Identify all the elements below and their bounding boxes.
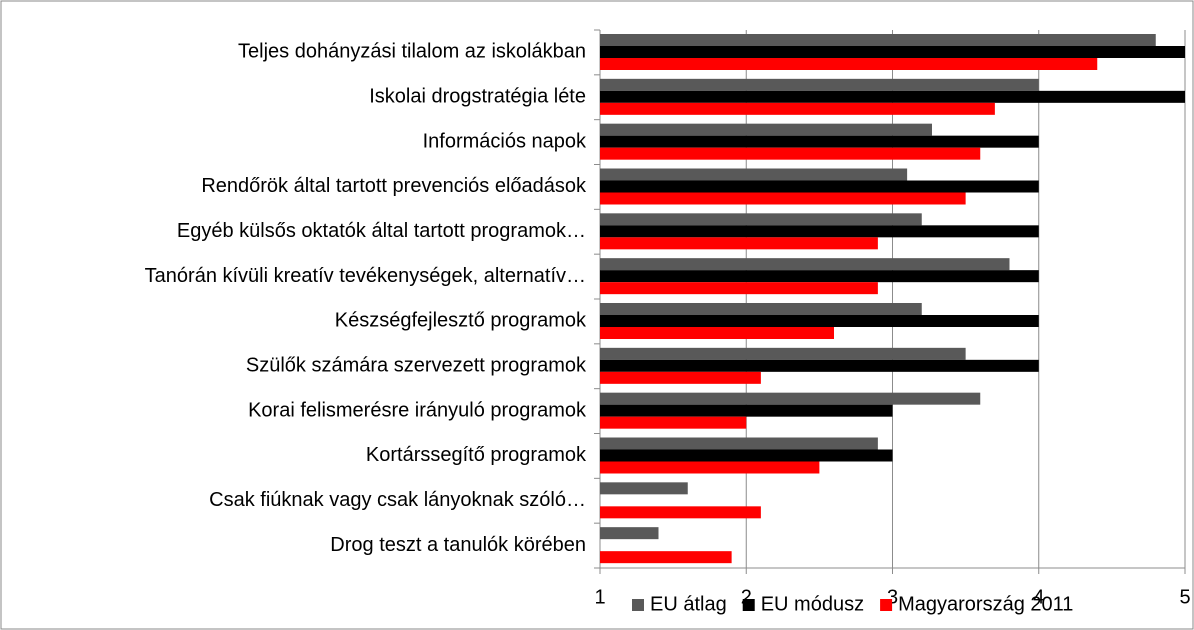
bar (600, 551, 732, 564)
y-tick-label: Korai felismerésre irányuló programok (248, 399, 587, 421)
legend-swatch (880, 599, 893, 611)
bar (600, 327, 834, 339)
bar (600, 180, 1039, 193)
bar (600, 506, 761, 519)
bar (600, 437, 878, 450)
bar (600, 34, 1156, 46)
legend-swatch (632, 599, 644, 611)
bar (600, 315, 1039, 327)
bar (600, 78, 1039, 91)
y-tick-label: Információs napok (423, 130, 587, 152)
y-tick-label: Rendőrök által tartott prevenciós előadá… (201, 175, 587, 197)
bar (600, 237, 878, 250)
y-tick-label: Készségfejlesztő programok (335, 310, 587, 332)
y-tick-label: Csak fiúknak vagy csak lányoknak szóló… (209, 489, 586, 511)
bar (600, 192, 966, 205)
legend-swatch (742, 599, 755, 611)
x-tick-label: 5 (1179, 586, 1190, 608)
y-tick-label: Tanórán kívüli kreatív tevékenységek, al… (145, 265, 586, 287)
bar (600, 213, 922, 226)
x-tick-label: 3 (887, 586, 898, 608)
bar (600, 258, 1010, 271)
bar (600, 102, 995, 115)
bar (600, 461, 820, 474)
legend-label: EU módusz (761, 593, 864, 615)
bar (600, 225, 1039, 238)
bar (600, 416, 747, 429)
bar (600, 449, 893, 462)
x-tick-label: 2 (741, 586, 752, 608)
bar (600, 147, 981, 160)
y-tick-label: Kortárssegítő programok (366, 444, 587, 466)
bar (600, 135, 1039, 148)
y-tick-label: Drog teszt a tanulók körében (330, 534, 586, 556)
bar (600, 282, 878, 295)
x-tick-label: 1 (594, 586, 605, 608)
y-tick-label: Iskolai drogstratégia léte (369, 86, 586, 108)
bar (600, 371, 761, 384)
bar (600, 90, 1185, 103)
bar (600, 270, 1039, 283)
bar (600, 123, 932, 136)
y-tick-label: Egyéb külsős oktatók által tartott progr… (177, 220, 586, 242)
bar (600, 404, 893, 417)
y-tick-label: Szülők számára szervezett programok (246, 355, 587, 377)
bar (600, 359, 1039, 372)
bar (600, 168, 908, 181)
legend-label: EU átlag (650, 593, 727, 615)
bar (600, 303, 922, 315)
y-tick-label: Teljes dohányzási tilalom az iskolákban (238, 41, 586, 63)
bar (600, 482, 688, 495)
bar (600, 46, 1185, 58)
legend-label: Magyarország 2011 (898, 593, 1073, 615)
bar (600, 527, 659, 540)
bar (600, 347, 966, 360)
bar (600, 58, 1098, 70)
x-tick-label: 4 (1033, 586, 1044, 608)
bar (600, 392, 981, 405)
